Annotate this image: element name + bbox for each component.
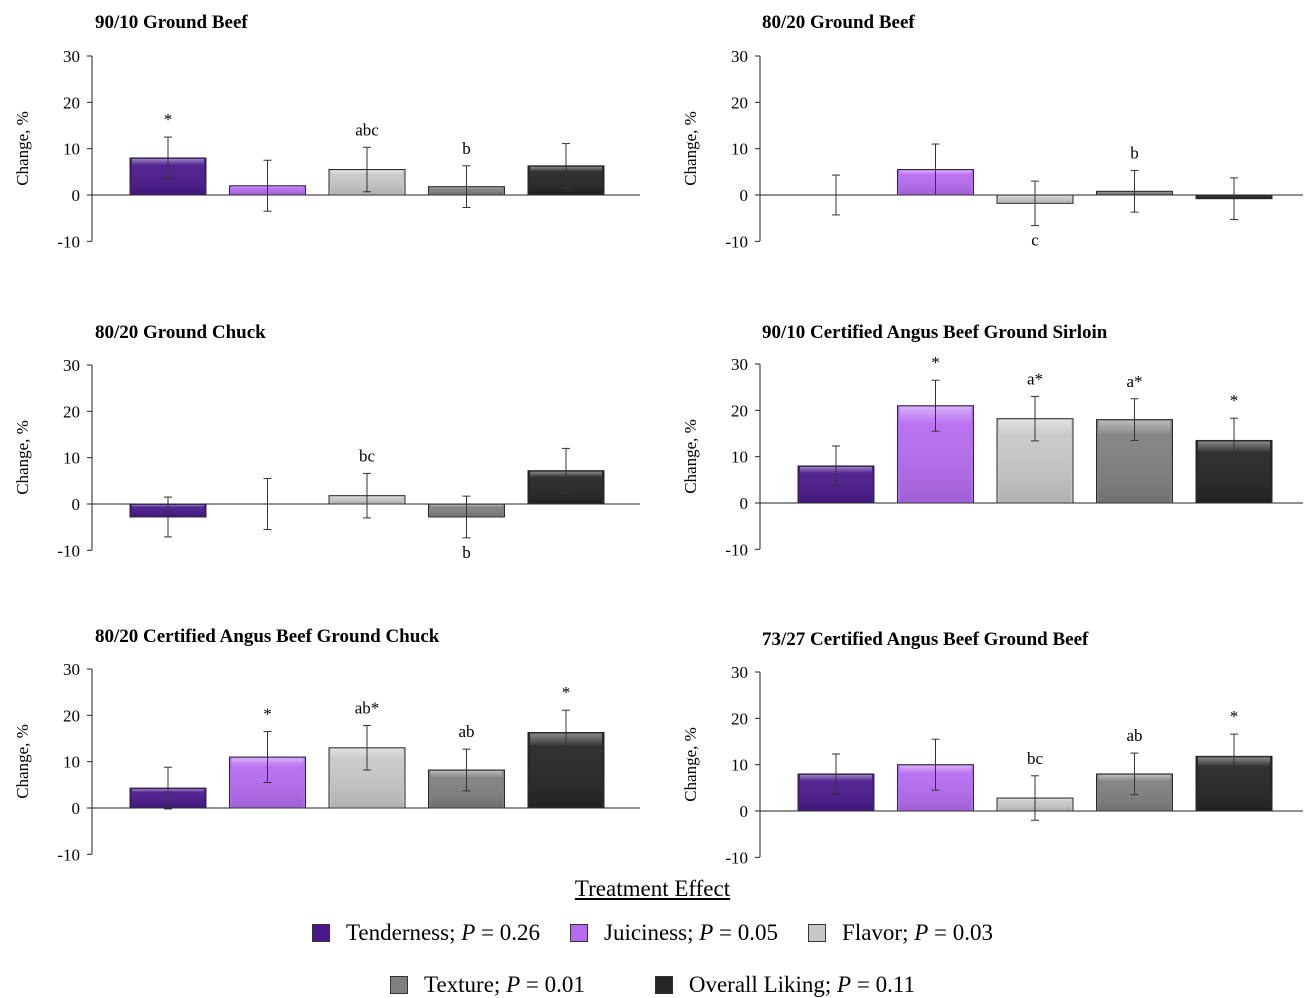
chart-legend: Treatment Effect Tenderness; P = 0.26 Jui… xyxy=(0,876,1305,998)
significance-label: * xyxy=(562,683,571,702)
y-tick-label: 20 xyxy=(63,402,80,421)
y-tick-label: 30 xyxy=(63,356,80,375)
y-tick-label: 30 xyxy=(63,660,80,679)
legend-swatch xyxy=(654,976,673,994)
significance-label: * xyxy=(931,353,940,372)
panel-title: 80/20 Ground Beef xyxy=(762,12,915,33)
legend-swatch xyxy=(570,924,589,942)
significance-label: ab xyxy=(1126,726,1142,745)
y-tick-label: 30 xyxy=(731,663,748,682)
y-tick-label: 30 xyxy=(63,47,80,66)
y-tick-label: 20 xyxy=(63,93,80,112)
y-tick-label: -10 xyxy=(57,232,80,251)
y-tick-label: 10 xyxy=(63,140,80,159)
legend-swatch xyxy=(390,976,408,994)
legend-item: Flavor; P = 0.03 xyxy=(808,920,993,946)
panel-title: 73/27 Certified Angus Beef Ground Beef xyxy=(762,629,1089,650)
significance-label: bc xyxy=(359,446,376,465)
y-axis-label: Change, % xyxy=(13,420,32,495)
legend-title: Treatment Effect xyxy=(574,876,731,901)
y-tick-label: 10 xyxy=(63,449,80,468)
panel-title: 80/20 Certified Angus Beef Ground Chuck xyxy=(95,626,440,647)
y-axis-label: Change, % xyxy=(681,111,700,186)
panel-title: 90/10 Certified Angus Beef Ground Sirloi… xyxy=(762,322,1108,343)
significance-label: ab xyxy=(458,722,474,741)
significance-label: a* xyxy=(1027,369,1043,388)
significance-label: * xyxy=(1230,707,1239,726)
significance-label: a* xyxy=(1126,372,1142,391)
significance-label: b xyxy=(462,139,471,158)
significance-label: ab* xyxy=(355,699,380,718)
y-axis-label: Change, % xyxy=(681,419,700,494)
y-tick-label: 10 xyxy=(731,756,748,775)
y-tick-label: -10 xyxy=(57,845,80,864)
legend-swatch xyxy=(311,924,330,942)
y-tick-label: 0 xyxy=(740,186,749,205)
chart-panel: 90/10 Ground Beef Change, % 30 20 10 0 -10 * abc… xyxy=(13,12,640,251)
significance-label: * xyxy=(1230,391,1239,410)
panel-title: 90/10 Ground Beef xyxy=(95,12,248,33)
legend-label: Juiciness; P = 0.05 xyxy=(604,920,779,945)
y-tick-label: -10 xyxy=(725,540,748,559)
legend-label: Overall Liking; P = 0.11 xyxy=(688,972,915,997)
chart-panel: 80/20 Certified Angus Beef Ground Chuck C… xyxy=(13,626,640,864)
legend-item: Texture; P = 0.01 xyxy=(390,972,585,998)
legend-item: Juiciness; P = 0.05 xyxy=(570,920,778,946)
significance-label: abc xyxy=(355,120,379,139)
chart-panel: 90/10 Certified Angus Beef Ground Sirloi… xyxy=(681,322,1303,559)
y-tick-label: -10 xyxy=(57,541,80,560)
y-axis-label: Change, % xyxy=(13,724,32,799)
legend-item: Tenderness; P = 0.26 xyxy=(311,920,541,946)
significance-label: bc xyxy=(1027,749,1044,768)
y-axis-label: Change, % xyxy=(13,111,32,186)
y-tick-label: 0 xyxy=(740,802,749,821)
significance-label: * xyxy=(263,705,272,724)
y-axis-label: Change, % xyxy=(681,727,700,802)
y-tick-label: 30 xyxy=(731,355,748,374)
significance-label: b xyxy=(1130,143,1139,162)
significance-label: c xyxy=(1031,231,1039,250)
y-tick-label: 10 xyxy=(731,140,748,159)
y-tick-label: 20 xyxy=(63,706,80,725)
y-tick-label: -10 xyxy=(725,848,748,867)
significance-label: b xyxy=(462,543,471,562)
panel-title: 80/20 Ground Chuck xyxy=(95,322,266,343)
y-tick-label: -10 xyxy=(725,232,748,251)
y-tick-label: 20 xyxy=(731,401,748,420)
legend-label: Tenderness; P = 0.26 xyxy=(345,920,541,945)
chart-panel: 80/20 Ground Chuck Change, % 30 20 10 0 -10 bc b xyxy=(13,322,640,562)
legend-item: Overall Liking; P = 0.11 xyxy=(654,972,915,998)
chart-panel: 80/20 Ground Beef Change, % 30 20 10 0 -10 c b xyxy=(681,12,1303,251)
y-tick-label: 10 xyxy=(731,448,748,467)
significance-label: * xyxy=(164,110,173,129)
y-tick-label: 0 xyxy=(72,799,81,818)
y-tick-label: 10 xyxy=(63,753,80,772)
legend-row: Tenderness; P = 0.26 Juiciness; P = 0.05 F… xyxy=(0,920,1305,946)
legend-row: Texture; P = 0.01 Overall Liking; P = 0.1… xyxy=(0,972,1305,998)
y-tick-label: 20 xyxy=(731,93,748,112)
y-tick-label: 0 xyxy=(740,494,749,513)
legend-swatch xyxy=(808,924,827,942)
y-tick-label: 0 xyxy=(72,186,81,205)
y-tick-label: 0 xyxy=(72,495,81,514)
legend-label: Flavor; P = 0.03 xyxy=(842,920,994,945)
y-tick-label: 30 xyxy=(731,47,748,66)
legend-label: Texture; P = 0.01 xyxy=(424,972,585,997)
y-tick-label: 20 xyxy=(731,709,748,728)
chart-panel: 73/27 Certified Angus Beef Ground Beef Ch… xyxy=(681,629,1303,867)
